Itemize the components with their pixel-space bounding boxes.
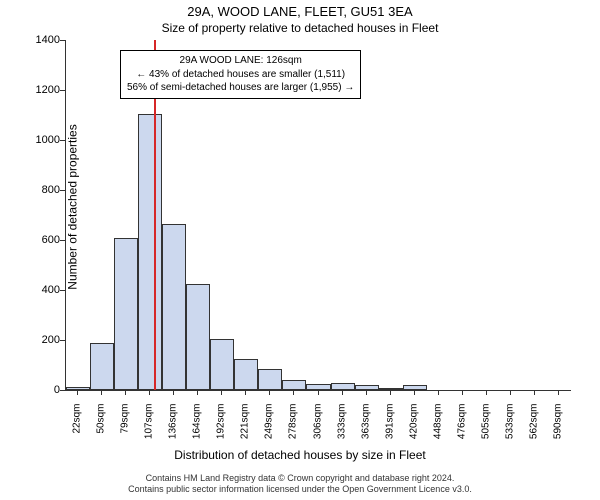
y-tick-mark <box>60 240 65 241</box>
histogram-bar <box>66 387 90 390</box>
y-tick-label: 600 <box>15 234 60 246</box>
y-tick-label: 1200 <box>15 84 60 96</box>
y-tick-mark <box>60 340 65 341</box>
annotation-callout: 29A WOOD LANE: 126sqm← 43% of detached h… <box>120 50 361 99</box>
annotation-line: 29A WOOD LANE: 126sqm <box>127 54 354 68</box>
x-tick-mark <box>342 390 343 395</box>
histogram-bar <box>162 224 186 390</box>
histogram-bar <box>282 380 306 390</box>
footer-line-2: Contains public sector information licen… <box>0 484 600 496</box>
x-tick-mark <box>318 390 319 395</box>
y-tick-mark <box>60 40 65 41</box>
y-tick-label: 1000 <box>15 134 60 146</box>
x-tick-mark <box>149 390 150 395</box>
y-tick-mark <box>60 140 65 141</box>
histogram-bar <box>114 238 138 391</box>
x-tick-mark <box>558 390 559 395</box>
x-tick-label: 562sqm <box>528 404 539 454</box>
x-tick-mark <box>77 390 78 395</box>
x-tick-mark <box>510 390 511 395</box>
x-tick-label: 363sqm <box>360 404 371 454</box>
annotation-line: ← 43% of detached houses are smaller (1,… <box>127 68 354 82</box>
footer-attribution: Contains HM Land Registry data © Crown c… <box>0 473 600 496</box>
x-tick-label: 192sqm <box>216 404 227 454</box>
y-tick-mark <box>60 190 65 191</box>
histogram-bar <box>186 284 210 390</box>
x-tick-label: 221sqm <box>240 404 251 454</box>
histogram-bar <box>258 369 282 390</box>
x-tick-mark <box>101 390 102 395</box>
histogram-bar <box>210 339 234 390</box>
x-tick-mark <box>245 390 246 395</box>
y-tick-mark <box>60 390 65 391</box>
footer-line-1: Contains HM Land Registry data © Crown c… <box>0 473 600 485</box>
histogram-bar <box>331 383 355 390</box>
y-tick-label: 0 <box>15 384 60 396</box>
x-tick-mark <box>173 390 174 395</box>
x-tick-label: 420sqm <box>408 404 419 454</box>
y-tick-label: 200 <box>15 334 60 346</box>
x-tick-label: 79sqm <box>120 404 131 454</box>
x-tick-mark <box>125 390 126 395</box>
x-tick-label: 50sqm <box>96 404 107 454</box>
x-tick-mark <box>366 390 367 395</box>
x-tick-mark <box>534 390 535 395</box>
x-tick-label: 136sqm <box>168 404 179 454</box>
x-tick-label: 505sqm <box>480 404 491 454</box>
histogram-bar <box>90 343 114 391</box>
chart-title-main: 29A, WOOD LANE, FLEET, GU51 3EA <box>0 4 600 19</box>
x-tick-mark <box>438 390 439 395</box>
y-tick-mark <box>60 90 65 91</box>
x-tick-mark <box>269 390 270 395</box>
x-tick-label: 448sqm <box>432 404 443 454</box>
y-tick-mark <box>60 290 65 291</box>
histogram-bar <box>138 114 162 390</box>
x-tick-label: 107sqm <box>144 404 155 454</box>
x-tick-mark <box>414 390 415 395</box>
x-tick-label: 533sqm <box>504 404 515 454</box>
chart-title-sub: Size of property relative to detached ho… <box>0 21 600 35</box>
x-tick-mark <box>462 390 463 395</box>
x-tick-mark <box>221 390 222 395</box>
x-tick-mark <box>486 390 487 395</box>
annotation-line: 56% of semi-detached houses are larger (… <box>127 81 354 95</box>
x-tick-label: 391sqm <box>384 404 395 454</box>
x-tick-label: 249sqm <box>264 404 275 454</box>
y-tick-label: 400 <box>15 284 60 296</box>
y-tick-label: 800 <box>15 184 60 196</box>
x-tick-mark <box>197 390 198 395</box>
x-tick-label: 306sqm <box>312 404 323 454</box>
x-tick-label: 22sqm <box>72 404 83 454</box>
histogram-bar <box>234 359 258 390</box>
x-tick-label: 278sqm <box>288 404 299 454</box>
x-tick-label: 164sqm <box>192 404 203 454</box>
x-tick-label: 476sqm <box>456 404 467 454</box>
x-tick-label: 590sqm <box>552 404 563 454</box>
x-tick-mark <box>293 390 294 395</box>
x-tick-mark <box>390 390 391 395</box>
y-tick-label: 1400 <box>15 34 60 46</box>
x-tick-label: 333sqm <box>336 404 347 454</box>
